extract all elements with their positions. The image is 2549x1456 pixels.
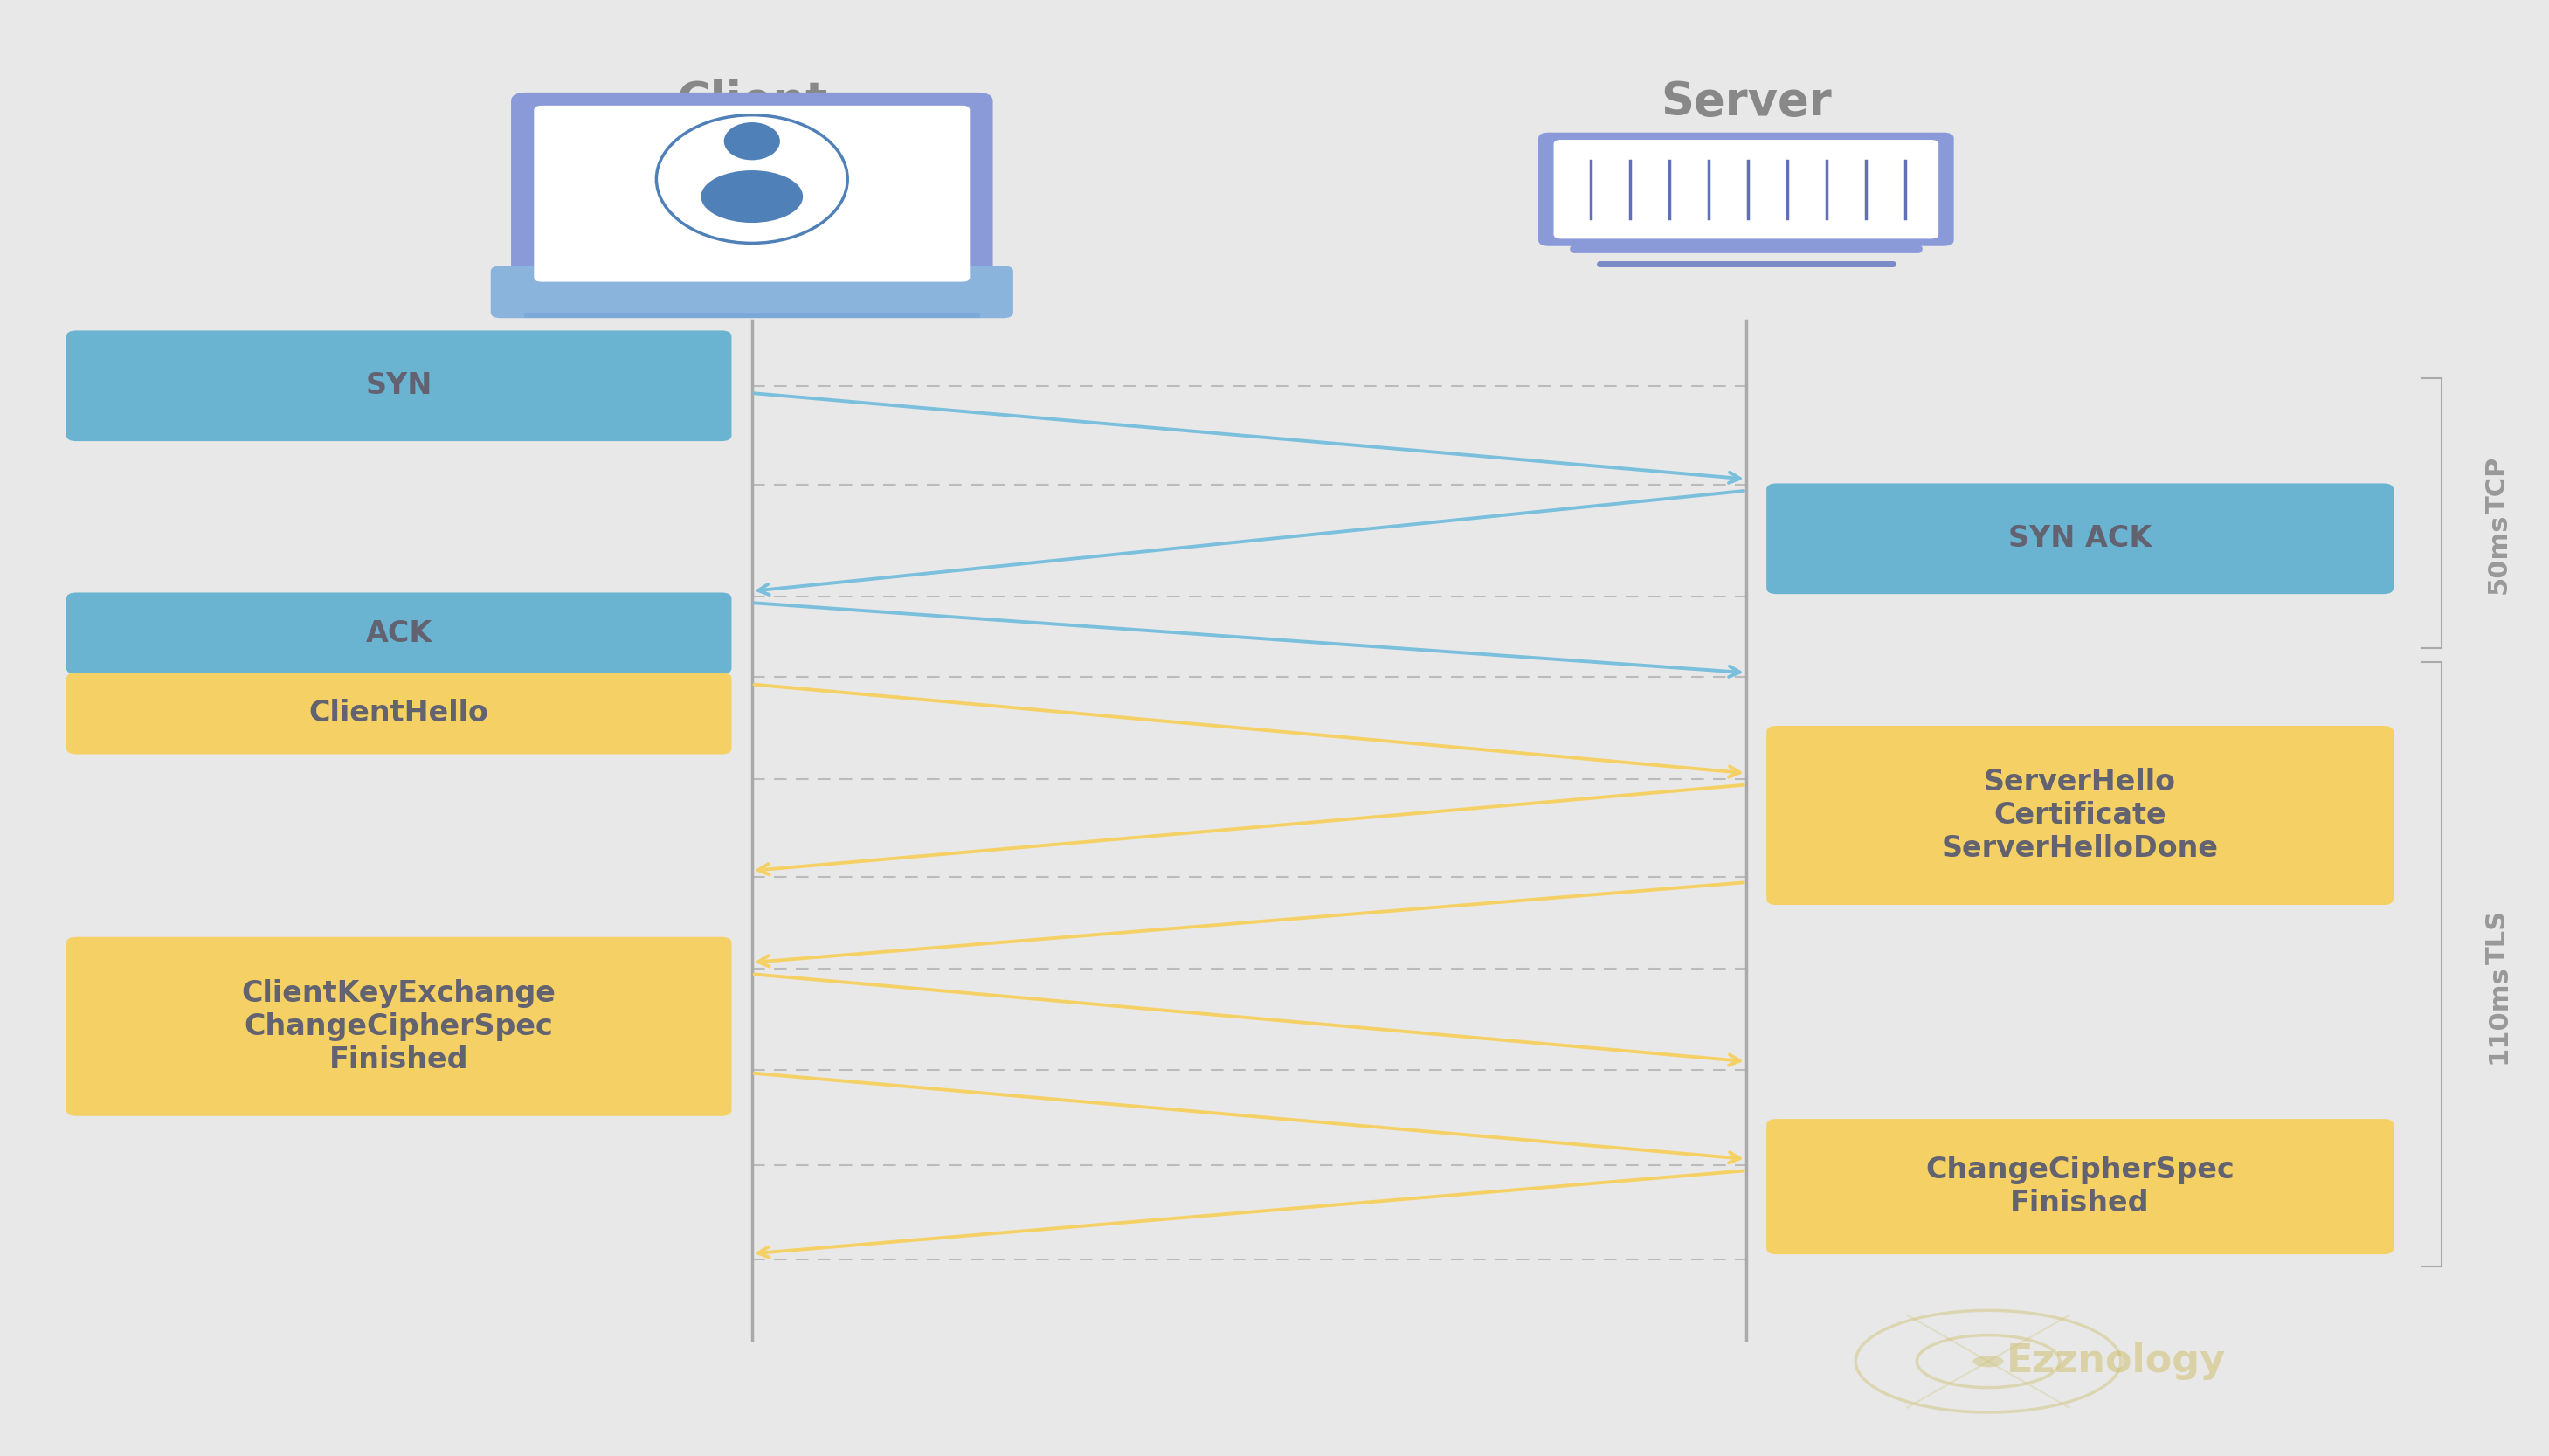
FancyBboxPatch shape — [533, 106, 969, 282]
Text: Ezznology: Ezznology — [2006, 1342, 2225, 1380]
Text: TCP: TCP — [2485, 456, 2511, 514]
FancyBboxPatch shape — [1766, 725, 2394, 904]
FancyBboxPatch shape — [1555, 140, 1937, 239]
FancyBboxPatch shape — [1766, 483, 2394, 594]
Text: ChangeCipherSpec
Finished: ChangeCipherSpec Finished — [1924, 1156, 2235, 1217]
Text: 50ms: 50ms — [2485, 514, 2511, 594]
Ellipse shape — [701, 170, 803, 223]
Ellipse shape — [724, 122, 780, 160]
Text: ClientKeyExchange
ChangeCipherSpec
Finished: ClientKeyExchange ChangeCipherSpec Finis… — [242, 978, 556, 1075]
FancyBboxPatch shape — [66, 593, 732, 674]
Text: ServerHello
Certificate
ServerHelloDone: ServerHello Certificate ServerHelloDone — [1942, 767, 2218, 863]
FancyBboxPatch shape — [1540, 132, 1955, 246]
Text: ACK: ACK — [365, 619, 433, 648]
FancyBboxPatch shape — [489, 265, 1012, 319]
FancyBboxPatch shape — [66, 938, 732, 1117]
Ellipse shape — [1973, 1356, 2004, 1367]
FancyBboxPatch shape — [66, 673, 732, 754]
Text: SYN: SYN — [365, 371, 433, 400]
FancyBboxPatch shape — [510, 93, 992, 293]
FancyBboxPatch shape — [1766, 1120, 2394, 1255]
Text: Server: Server — [1659, 79, 1833, 125]
Text: ClientHello: ClientHello — [308, 699, 489, 728]
Text: SYN ACK: SYN ACK — [2009, 524, 2151, 553]
Text: Client: Client — [675, 79, 828, 125]
Text: TLS: TLS — [2485, 910, 2511, 964]
FancyBboxPatch shape — [66, 331, 732, 441]
Text: 110ms: 110ms — [2485, 964, 2511, 1064]
